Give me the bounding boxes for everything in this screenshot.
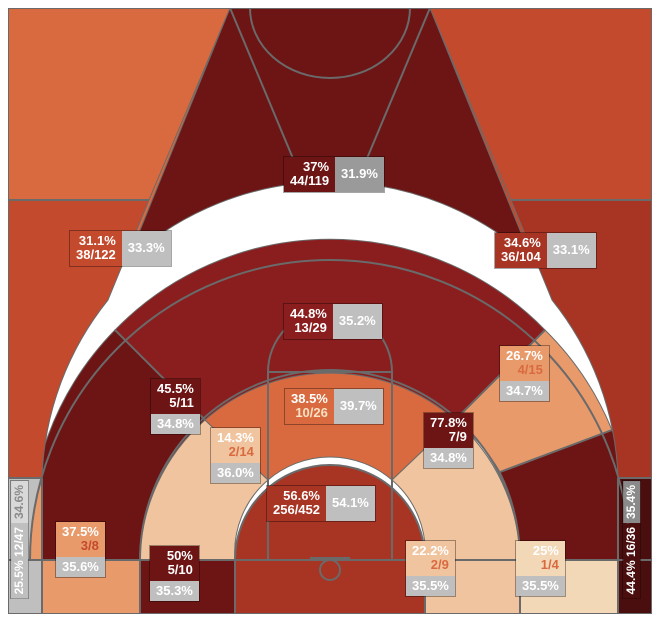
stat-ratio: 10/26	[291, 406, 328, 420]
stat-inner_top: 38.5%10/26 39.7%	[284, 388, 384, 425]
stat-cmp: 33.3%	[122, 231, 171, 266]
stat-cmp: 34.8%	[151, 414, 200, 434]
stat-pct: 37.5%	[62, 525, 99, 539]
stat-cmp: 54.1%	[326, 486, 375, 521]
stat-arc_top: 44.8%13/29 35.2%	[283, 303, 383, 340]
stat-cmp: 39.7%	[334, 389, 383, 424]
stat-pct: 34.6%	[501, 236, 541, 250]
stat-ratio: 2/14	[217, 445, 254, 459]
stat-mid_right_wing: 34.6%36/104 33.1%	[494, 232, 597, 269]
stat-cmp: 34.8%	[424, 448, 473, 468]
stat-pct: 25%	[522, 544, 559, 558]
shot-chart: 37%44/11931.9%31.1%38/12233.3%34.6%36/10…	[0, 0, 660, 622]
stat-arc_right_upper: 26.7%4/15 34.7%	[499, 345, 550, 402]
stat-ratio: 1/4	[522, 558, 559, 572]
stat-pct: 22.2%	[412, 544, 449, 558]
stat-pct: 77.8%	[430, 416, 467, 430]
stat-ratio: 3/8	[62, 539, 99, 553]
stat-ratio: 38/122	[76, 248, 116, 262]
stat-ratio: 2/9	[412, 558, 449, 572]
stat-cmp: 31.9%	[335, 157, 384, 192]
stat-bottom_far_left: 34.6%25.5% 12/47	[10, 480, 29, 599]
stat-cmp: 35.4%	[623, 481, 640, 523]
stat-bottom_left: 37.5%3/8 35.6%	[55, 521, 106, 578]
stat-pct: 14.3%	[217, 431, 254, 445]
stat-pct: 31.1%	[76, 234, 116, 248]
stat-ratio: 7/9	[430, 430, 467, 444]
stat-cmp: 34.7%	[500, 381, 549, 401]
stat-cmp: 36.0%	[211, 463, 260, 483]
stat-bottom_midright: 22.2%2/9 35.5%	[405, 540, 456, 597]
stat-ratio: 4/15	[506, 363, 543, 377]
zone-c-band	[235, 560, 425, 614]
stat-bottom_far_right: 35.4%44.4% 16/36	[622, 480, 641, 599]
stat-cmp: 35.6%	[56, 557, 105, 577]
stat-arc_left: 45.5%5/11 34.8%	[150, 378, 201, 435]
stat-inner_left: 14.3%2/14 36.0%	[210, 427, 261, 484]
stat-bottom_midleft: 50%5/10 35.3%	[149, 545, 200, 602]
stat-pct: 44.8%	[290, 307, 327, 321]
stat-ratio: 5/10	[156, 563, 193, 577]
stat-pct: 50%	[156, 549, 193, 563]
stat-pct: 26.7%	[506, 349, 543, 363]
stat-bottom_right: 25%1/4 35.5%	[515, 540, 566, 597]
stat-pct: 56.6%	[273, 489, 320, 503]
stat-cmp: 34.6%	[11, 481, 28, 523]
stat-ratio: 13/29	[290, 321, 327, 335]
stat-mid_left_wing: 31.1%38/122 33.3%	[69, 230, 172, 267]
stat-ratio: 44/119	[290, 174, 329, 188]
stat-cmp: 35.3%	[150, 581, 199, 601]
stat-cmp: 35.2%	[333, 304, 382, 339]
stat-ratio: 256/452	[273, 503, 320, 517]
stat-center: 56.6%256/452 54.1%	[266, 485, 376, 522]
stat-main: 25.5% 12/47	[11, 523, 28, 598]
stat-pct: 37%	[290, 160, 329, 174]
stat-top_key: 37%44/119 31.9%	[283, 156, 385, 193]
stat-ratio: 36/104	[501, 250, 541, 264]
stat-cmp: 33.1%	[547, 233, 596, 268]
stat-cmp: 35.5%	[406, 576, 455, 596]
stat-ratio: 5/11	[157, 396, 194, 410]
stat-main: 44.4% 16/36	[623, 523, 640, 598]
stat-pct: 45.5%	[157, 382, 194, 396]
stat-pct: 38.5%	[291, 392, 328, 406]
stat-cmp: 35.5%	[516, 576, 565, 596]
stat-arc_right_lower: 77.8%7/9 34.8%	[423, 412, 474, 469]
